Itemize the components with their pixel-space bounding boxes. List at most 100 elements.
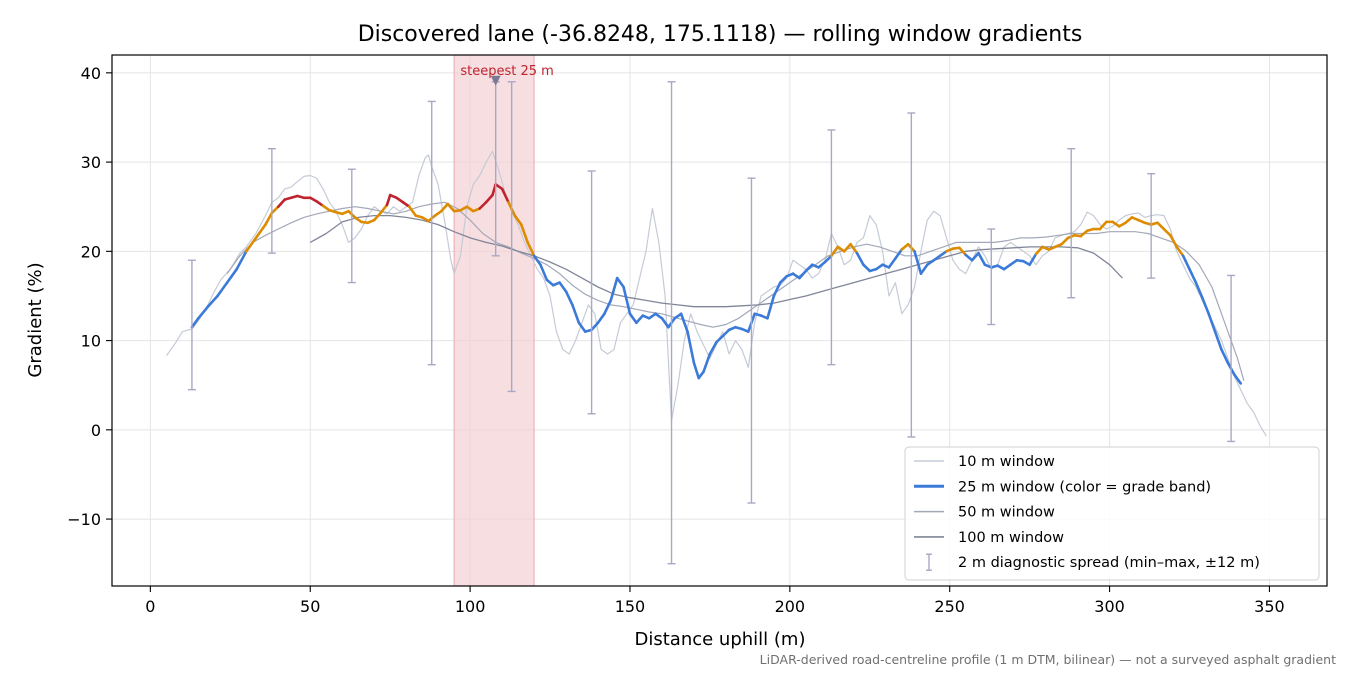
legend-label: 50 m window bbox=[958, 505, 1055, 521]
series-25m-segment bbox=[478, 200, 488, 210]
legend-entry: 10 m window bbox=[914, 454, 1055, 470]
series-25m-segment bbox=[804, 263, 814, 273]
x-tick-label: 50 bbox=[300, 597, 320, 616]
series-25m-segment bbox=[919, 263, 929, 275]
steepest-highlight bbox=[453, 54, 535, 587]
y-tick-label: 40 bbox=[81, 64, 101, 83]
series-100-m-window bbox=[309, 214, 1123, 308]
legend-label: 10 m window bbox=[958, 454, 1055, 470]
series-25m-segment bbox=[615, 276, 625, 289]
series-25m-segment bbox=[958, 246, 967, 257]
series-50-m-window bbox=[226, 201, 1245, 381]
series-25m-segment bbox=[264, 211, 274, 226]
y-tick-label: 0 bbox=[91, 421, 101, 440]
errorbar bbox=[347, 168, 356, 284]
series-25m-segment bbox=[372, 211, 382, 222]
series-25m-segment bbox=[1213, 330, 1223, 351]
errorbar bbox=[987, 228, 996, 326]
series-25m-segment bbox=[766, 294, 776, 320]
errorbar bbox=[267, 148, 276, 254]
series-25m-segment bbox=[1207, 312, 1217, 333]
series-25m-segment bbox=[692, 361, 701, 380]
series-25m-segment bbox=[697, 370, 705, 380]
series-25m-segment bbox=[603, 299, 613, 316]
series-25m-segment bbox=[216, 281, 229, 298]
series-25m-segment bbox=[519, 223, 529, 244]
series-25m-segment bbox=[1194, 281, 1204, 300]
series-25m-segment bbox=[862, 263, 872, 273]
y-tick-label: 30 bbox=[81, 153, 101, 172]
errorbar bbox=[1227, 274, 1236, 443]
series-25m-segment bbox=[190, 316, 200, 329]
series-25m-segment bbox=[1034, 245, 1044, 256]
series-25m-segment bbox=[254, 223, 267, 240]
series-25m-segment bbox=[532, 254, 542, 267]
series-25m-segment bbox=[721, 328, 731, 338]
steepest-band bbox=[453, 54, 535, 587]
series-25m-segment bbox=[1162, 227, 1172, 237]
x-tick-label: 200 bbox=[775, 597, 806, 616]
series-25m-segment bbox=[679, 312, 689, 333]
series-25m-segment bbox=[1028, 252, 1038, 267]
errorbar bbox=[507, 81, 516, 393]
series-25m-segment bbox=[622, 285, 632, 316]
series-25m-segment bbox=[1169, 233, 1179, 249]
series-25m-segment bbox=[1188, 267, 1198, 284]
series-25m-segment bbox=[823, 254, 833, 264]
series-25m-segment bbox=[715, 334, 724, 344]
series-25m-segment bbox=[855, 251, 865, 267]
series-25m-segment bbox=[1079, 229, 1089, 238]
series-25m-segment bbox=[1220, 348, 1230, 365]
series-25m-segment bbox=[235, 250, 248, 271]
y-axis-label: Gradient (%) bbox=[25, 262, 46, 377]
series-25m-segment bbox=[571, 303, 581, 325]
series-25m-segment bbox=[1181, 254, 1191, 271]
series-25m-segment bbox=[545, 278, 555, 287]
x-axis-label: Distance uphill (m) bbox=[635, 629, 806, 650]
axis-ticks: 0 50 100 150 200 250 300 350 −10 0 10 20 30 40 bbox=[67, 64, 1284, 616]
series-25m-segment bbox=[1098, 220, 1108, 231]
chart-title: Discovered lane (-36.8248, 175.1118) — r… bbox=[358, 22, 1083, 47]
series-25m-segment bbox=[526, 241, 536, 258]
errorbar bbox=[1067, 148, 1076, 299]
series-25m-segment bbox=[778, 275, 788, 284]
errorbar bbox=[907, 112, 916, 438]
series-25m-segment bbox=[1175, 245, 1185, 258]
series-10-m-window bbox=[165, 150, 1267, 437]
series-25m-segment bbox=[564, 290, 574, 307]
x-tick-label: 350 bbox=[1254, 597, 1285, 616]
series-25m-segment bbox=[702, 352, 712, 374]
x-tick-label: 250 bbox=[934, 597, 965, 616]
series-25m-segment bbox=[1232, 373, 1242, 385]
series-25m-segment bbox=[596, 312, 606, 325]
legend-entry: 100 m window bbox=[914, 530, 1064, 546]
series-25m-segment bbox=[635, 314, 645, 325]
series-25m-segment bbox=[408, 205, 418, 217]
series-25m-segment bbox=[686, 330, 696, 365]
x-tick-label: 300 bbox=[1094, 597, 1125, 616]
series-25m-segment bbox=[977, 251, 987, 267]
series-25m-segment bbox=[577, 321, 587, 333]
series-25m-segment bbox=[206, 294, 219, 308]
y-tick-label: 20 bbox=[81, 242, 101, 261]
series-25m-segment bbox=[609, 276, 619, 302]
series-25m-segment bbox=[894, 248, 904, 260]
series-25m-segment bbox=[913, 250, 923, 275]
x-tick-label: 0 bbox=[145, 597, 155, 616]
errorbar bbox=[827, 129, 836, 366]
legend: 10 m window 25 m window (color = grade ba… bbox=[904, 446, 1320, 581]
legend-entry: 50 m window bbox=[914, 505, 1055, 521]
errorbar bbox=[747, 177, 756, 504]
legend-label: 2 m diagnostic spread (min–max, ±12 m) bbox=[958, 555, 1260, 571]
series-25m-segment bbox=[660, 316, 670, 329]
errorbar bbox=[667, 81, 676, 565]
legend-entry: 25 m window (color = grade band) bbox=[914, 479, 1211, 495]
series-25m-segment bbox=[446, 202, 456, 213]
x-tick-label: 150 bbox=[615, 597, 646, 616]
series-25m-segment bbox=[500, 187, 510, 204]
series-25m-segment bbox=[964, 253, 974, 262]
annotations: steepest 25 m bbox=[460, 64, 554, 86]
errorbar bbox=[587, 170, 596, 415]
series-25m-segment bbox=[379, 203, 389, 215]
series-25m-segment bbox=[842, 242, 852, 253]
